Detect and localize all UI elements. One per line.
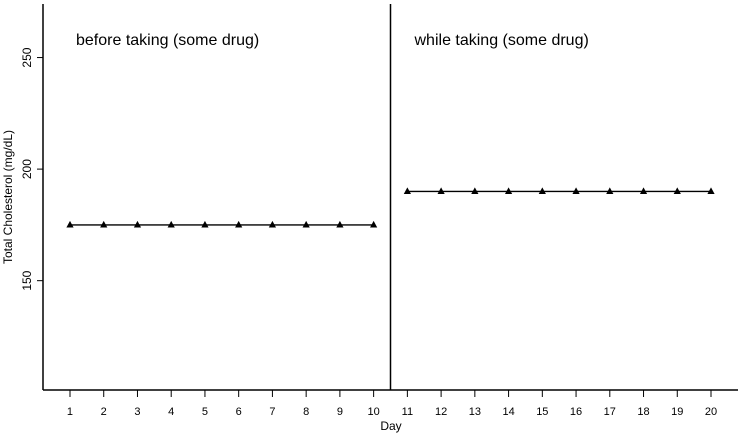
x-tick-label: 2	[101, 406, 107, 418]
data-point	[707, 187, 715, 195]
data-point	[336, 220, 344, 228]
x-tick-label: 9	[337, 406, 343, 418]
series	[66, 187, 715, 228]
x-tick-label: 8	[303, 406, 309, 418]
x-tick-label: 3	[134, 406, 140, 418]
data-point	[504, 187, 513, 195]
x-tick-label: 6	[236, 406, 242, 418]
data-point	[639, 187, 648, 195]
x-tick-label: 1	[67, 406, 73, 418]
x-tick-label: 12	[435, 406, 447, 418]
x-tick-label: 16	[570, 406, 582, 418]
y-ticks: 150 200 250	[20, 47, 43, 291]
x-ticks: 1 2 3 4 5 6 7 8 9 10 11 12 13 14 15 16 17 18 19 20	[67, 390, 717, 418]
x-tick-label: 7	[269, 406, 275, 418]
x-tick-label: 18	[637, 406, 649, 418]
data-point	[370, 220, 378, 228]
data-point	[538, 187, 546, 195]
data-point	[133, 220, 142, 228]
phase-labels: before taking (some drug) while taking (s…	[76, 32, 589, 49]
data-point	[437, 187, 445, 195]
data-point	[167, 220, 175, 228]
data-point	[403, 187, 411, 195]
x-tick-label: 13	[469, 406, 481, 418]
x-tick-label: 11	[402, 406, 413, 418]
x-tick-label: 14	[502, 406, 514, 418]
x-tick-label: 19	[671, 406, 683, 418]
x-tick-label: 20	[705, 406, 717, 418]
data-point	[606, 187, 614, 195]
y-axis-label: Total Cholesterol (mg/dL)	[1, 130, 15, 264]
x-tick-label: 17	[604, 406, 616, 418]
data-point	[673, 187, 681, 195]
x-axis-label: Day	[380, 419, 401, 433]
data-point	[235, 220, 243, 228]
x-tick-label: 15	[536, 406, 548, 418]
x-tick-label: 4	[168, 406, 174, 418]
data-point	[471, 187, 479, 195]
data-point	[572, 187, 580, 195]
data-point	[302, 220, 310, 228]
data-point	[66, 220, 74, 228]
y-tick-label: 250	[20, 47, 34, 67]
x-tick-label: 10	[368, 406, 380, 418]
data-point	[201, 220, 209, 228]
y-tick-label: 150	[20, 270, 34, 290]
y-tick-label: 200	[20, 159, 34, 179]
data-point	[100, 220, 108, 228]
phase-label: before taking (some drug)	[76, 32, 259, 49]
data-point	[268, 220, 277, 228]
x-tick-label: 5	[202, 406, 208, 418]
phase-label: while taking (some drug)	[414, 32, 589, 49]
